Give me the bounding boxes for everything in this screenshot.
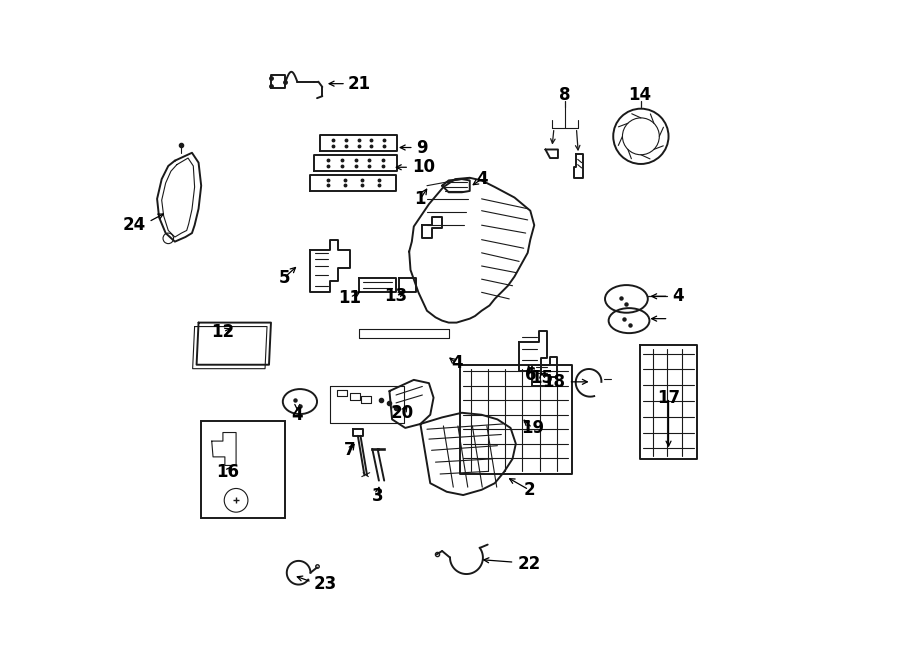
Text: 15: 15 (531, 369, 554, 387)
Text: 21: 21 (348, 75, 371, 93)
Text: 20: 20 (391, 404, 414, 422)
Text: 7: 7 (344, 442, 356, 459)
Text: 3: 3 (372, 487, 383, 506)
Text: 23: 23 (314, 575, 337, 593)
Text: 24: 24 (122, 216, 146, 234)
Text: 8: 8 (560, 86, 571, 104)
Text: 13: 13 (384, 288, 408, 305)
Text: 18: 18 (542, 373, 565, 391)
Text: 14: 14 (628, 86, 651, 104)
Text: 5: 5 (278, 269, 290, 287)
Text: 17: 17 (657, 389, 680, 407)
Text: 12: 12 (212, 323, 235, 341)
Text: 6: 6 (525, 366, 536, 384)
Text: 11: 11 (338, 289, 362, 307)
Text: 4: 4 (451, 354, 463, 372)
Text: 4: 4 (292, 407, 303, 424)
Text: 22: 22 (518, 555, 540, 573)
Bar (202, 420, 285, 518)
Text: 16: 16 (216, 463, 239, 481)
Text: 4: 4 (672, 288, 684, 305)
Text: 19: 19 (521, 419, 544, 437)
Text: 2: 2 (523, 481, 535, 499)
Text: 9: 9 (416, 139, 428, 157)
Text: 1: 1 (415, 190, 426, 208)
Text: 4: 4 (476, 170, 488, 188)
Text: 10: 10 (412, 158, 435, 176)
